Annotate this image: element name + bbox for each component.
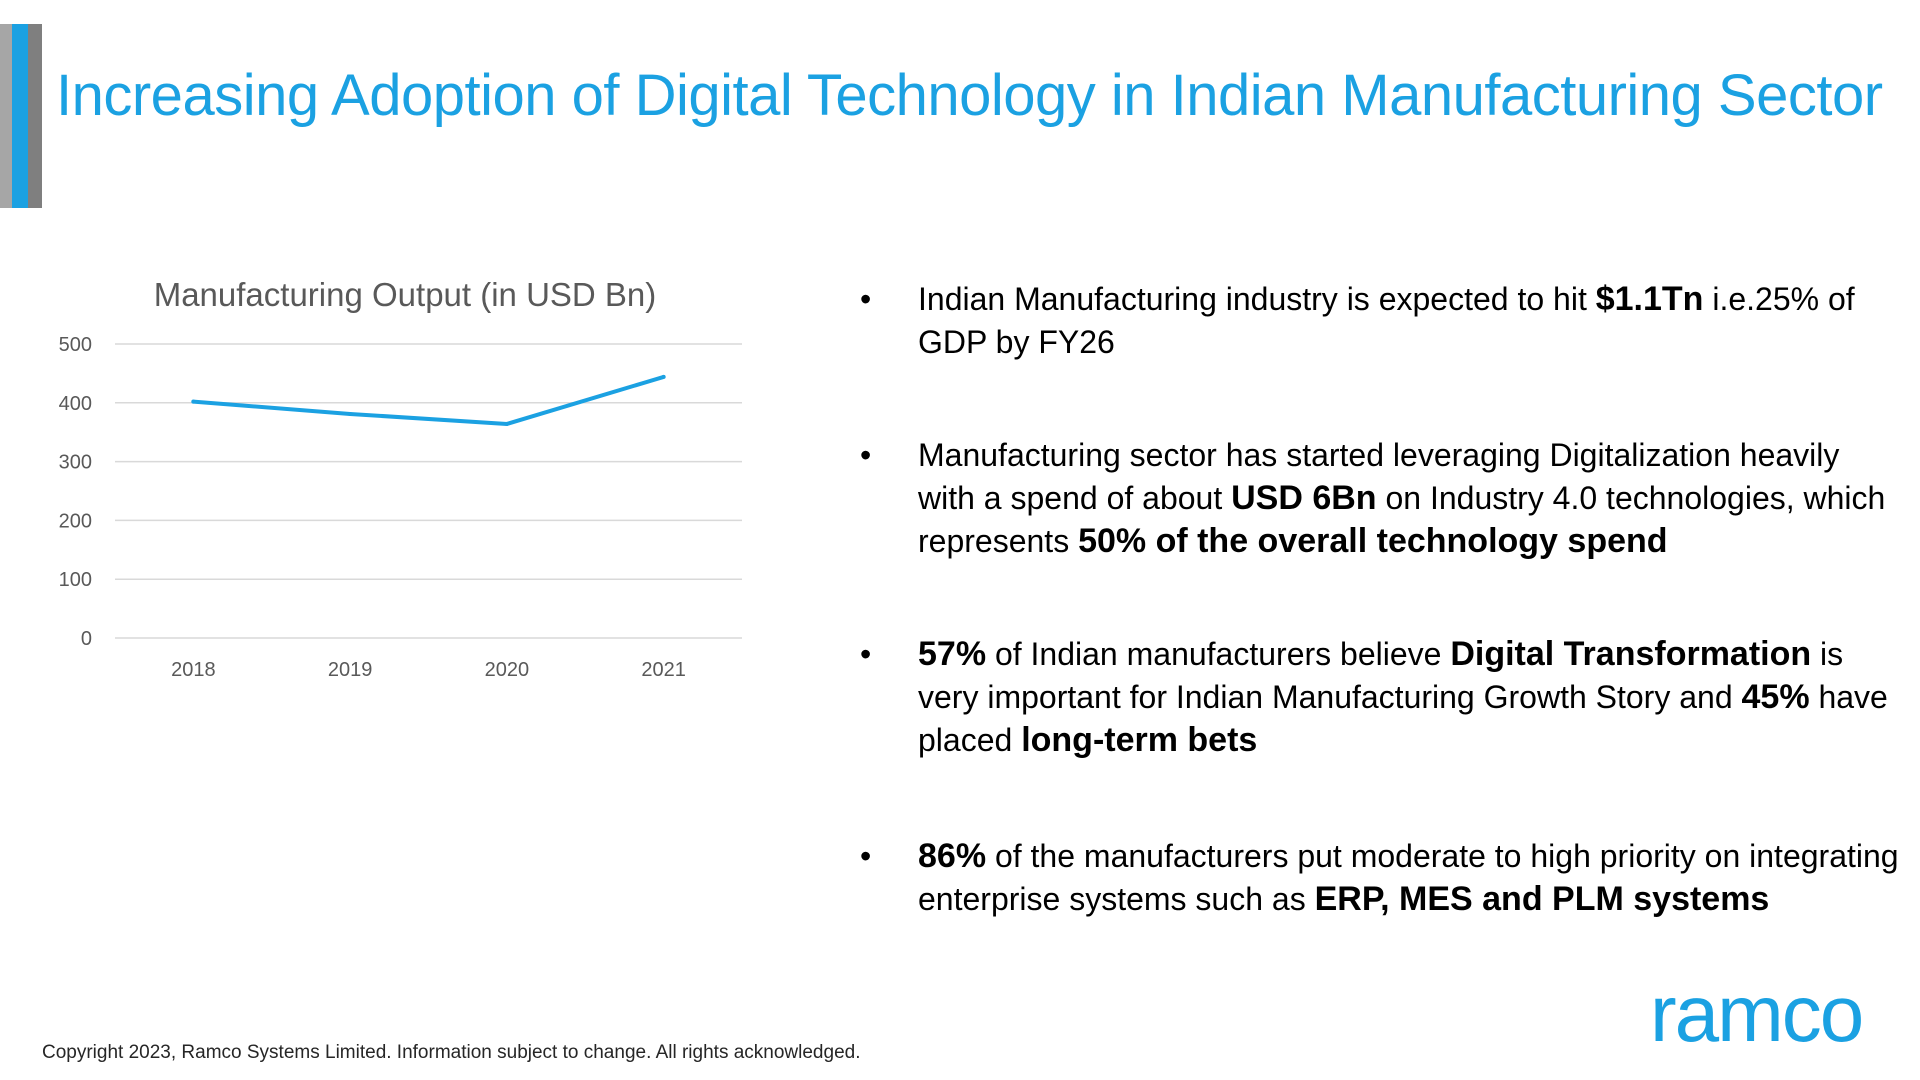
bullet-item: 86% of the manufacturers put moderate to… [860,835,1900,921]
chart-title: Manufacturing Output (in USD Bn) [153,276,657,313]
x-tick-label: 2020 [485,659,530,681]
series-line [191,374,666,426]
accent-bar-blue [12,24,28,208]
bullet-text: on Industry 4.0 technologies, which repr… [918,480,1886,559]
bullet-text: of Indian manufacturers believe [986,636,1451,672]
bullet-item: Indian Manufacturing industry is expecte… [860,278,1900,364]
accent-bar-grey [0,24,12,208]
x-tick-label: 2018 [171,659,216,681]
manufacturing-output-chart: 0 100 200 300 400 500 2018 2019 2020 2021 [59,334,742,681]
accent-bar-dark-grey [28,24,42,208]
slide-title: Increasing Adoption of Digital Technolog… [56,63,1883,128]
y-tick-label: 400 [59,393,92,415]
bullet-text: Manufacturing sector has started leverag… [918,437,1840,516]
copyright-footer: Copyright 2023, Ramco Systems Limited. I… [42,1042,861,1063]
bullet-text: is very important for Indian Manufacturi… [918,636,1844,715]
ramco-logo: ramco [1650,969,1864,1058]
bullet-text: i.e.25% of GDP by FY26 [918,281,1855,360]
y-tick-label: 200 [59,510,92,532]
bullet-text: of the manufacturers put moderate to hig… [918,838,1899,917]
data-point [348,411,353,416]
bullet-highlight: long-term bets [1021,721,1258,759]
y-tick-label: 500 [59,334,92,356]
y-tick-label: 300 [59,452,92,474]
bullet-text: have placed [918,679,1888,758]
data-point [191,399,196,404]
bullet-highlight: ERP, MES and PLM systems [1314,880,1770,918]
data-point [504,421,509,426]
bullet-item: 57% of Indian manufacturers believe Digi… [860,633,1900,762]
bullet-highlight: 86% [918,837,987,875]
bullet-text: Indian Manufacturing industry is expecte… [918,281,1596,317]
data-point [661,374,666,379]
bullet-highlight: 57% [918,635,987,673]
bullet-highlight: 50% of the overall technology spend [1078,522,1668,560]
x-tick-label: 2019 [328,659,373,681]
bullet-item: Manufacturing sector has started leverag… [860,434,1900,563]
bullet-highlight: 45% [1741,678,1810,716]
bullet-list: Indian Manufacturing industry is expecte… [860,278,1900,991]
bullet-highlight: Digital Transformation [1450,635,1812,673]
y-tick-label: 0 [81,628,92,650]
bullet-highlight: $1.1Tn [1595,280,1704,318]
y-tick-label: 100 [59,569,92,591]
bullet-highlight: USD 6Bn [1231,479,1377,517]
x-tick-label: 2021 [641,659,686,681]
